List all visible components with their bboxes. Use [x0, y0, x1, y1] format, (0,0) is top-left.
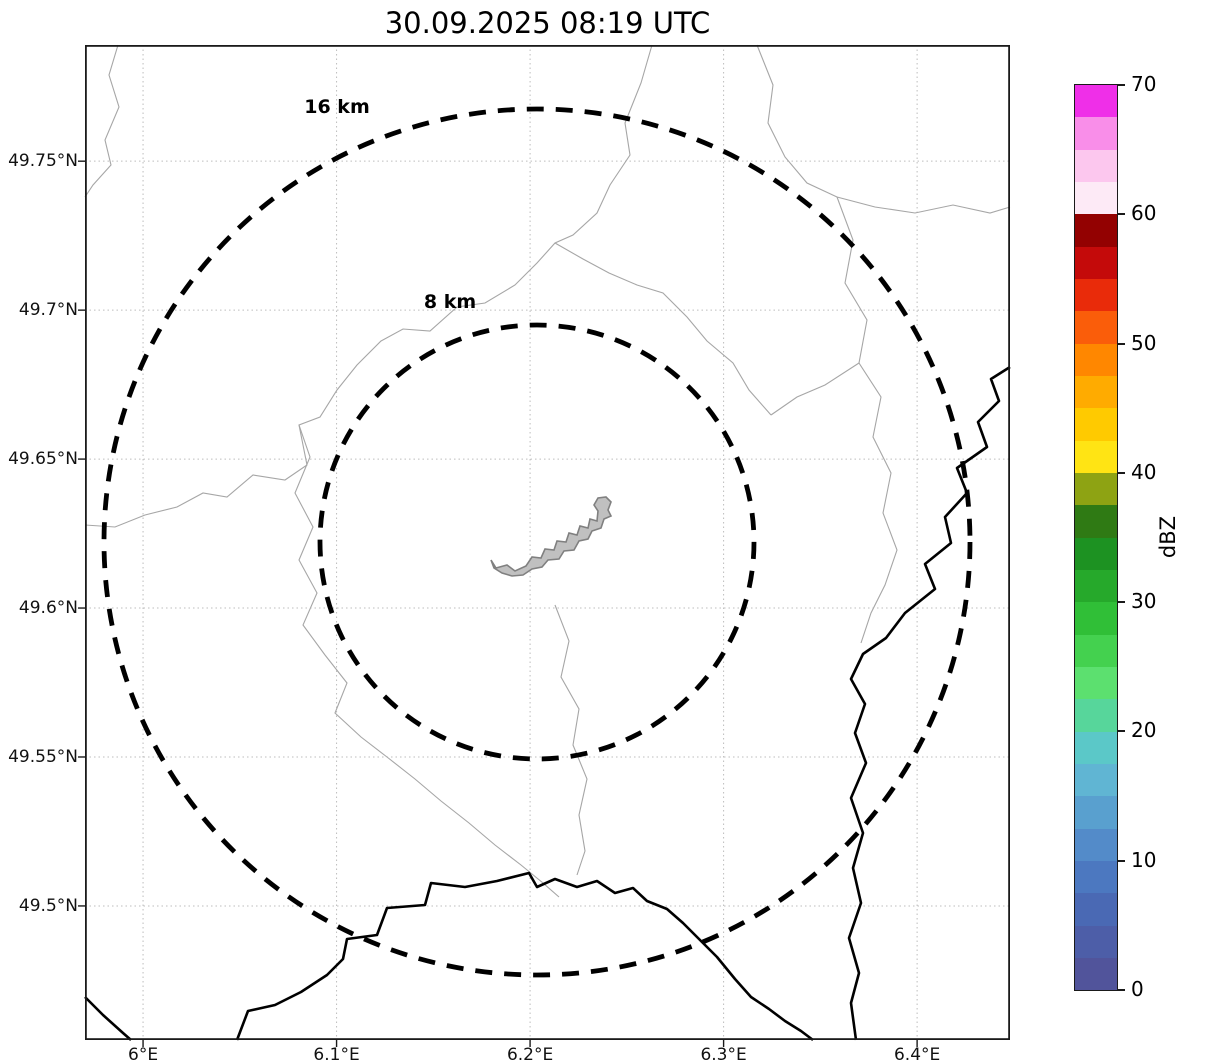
x-tick-label: 6°E [128, 1045, 159, 1064]
colorbar-segment [1075, 666, 1117, 700]
range-ring-16km [101, 106, 973, 978]
colorbar-segment [1075, 731, 1117, 764]
y-tick-label: 49.65°N [8, 449, 78, 470]
colorbar-tick-label: 30 [1131, 589, 1157, 614]
colorbar-segment [1075, 634, 1117, 667]
boundary-line-main [84, 44, 653, 528]
colorbar-segment [1075, 860, 1117, 894]
boundary-line-topleft [84, 44, 120, 198]
colorbar-tick-label: 0 [1131, 977, 1144, 1001]
range-ring-8km [317, 322, 757, 762]
colorbar-segment [1075, 117, 1117, 150]
colorbar-tick-label: 50 [1131, 330, 1157, 355]
x-tick-label: 6.1°E [313, 1045, 360, 1064]
boundary-line-east [836, 196, 898, 644]
colorbar-segment [1075, 278, 1117, 312]
range-ring-8km-label: 8 km [424, 291, 476, 313]
colorbar-segment [1075, 925, 1117, 958]
colorbar-segment [1075, 440, 1117, 473]
colorbar-segment [1075, 569, 1117, 603]
colorbar-segment [1075, 472, 1117, 506]
colorbar-segment [1075, 311, 1117, 344]
colorbar-segment [1075, 214, 1117, 247]
colorbar-axis-label: dBZ [1156, 515, 1180, 559]
colorbar-segment [1075, 957, 1117, 991]
colorbar-tickmark [1118, 601, 1125, 604]
grid-overlay [85, 45, 1010, 1040]
colorbar-tick-label: 10 [1131, 847, 1157, 872]
colorbar-segment [1075, 796, 1117, 829]
colorbar-tickmark [1118, 730, 1125, 733]
country-border-south [235, 871, 814, 1042]
colorbar-tickmark [1118, 989, 1125, 991]
city-area-shape [490, 496, 613, 577]
colorbar-tick-label: 70 [1131, 72, 1157, 96]
colorbar-segment [1075, 149, 1117, 182]
y-tick-label: 49.5°N [18, 895, 78, 916]
colorbar-segment [1075, 893, 1117, 926]
colorbar-segment [1075, 699, 1117, 732]
colorbar-segment [1075, 343, 1117, 376]
river-border-east [847, 365, 1011, 1041]
colorbar-tickmark [1118, 342, 1125, 345]
colorbar-tickmark [1118, 213, 1125, 216]
boundary-line-connector [770, 362, 860, 416]
y-tick-label: 49.75°N [8, 151, 78, 172]
plot-title: 30.09.2025 08:19 UTC [384, 6, 711, 40]
colorbar-tickmark [1118, 84, 1125, 86]
y-tick-label: 49.55°N [8, 746, 78, 767]
colorbar-tick-label: 20 [1131, 718, 1157, 743]
boundary-line-center-south [554, 604, 588, 876]
colorbar-segment [1075, 85, 1117, 118]
y-tick-label: 49.6°N [18, 598, 78, 619]
x-tick-label: 6.4°E [893, 1045, 941, 1064]
colorbar-tickmark [1118, 859, 1125, 862]
x-tick-label: 6.3°E [700, 1045, 747, 1064]
colorbar-tickmark [1118, 471, 1125, 474]
axis-tickmarks [78, 160, 918, 1047]
colorbar-segment [1075, 537, 1117, 570]
admin-boundary-lines [84, 44, 1011, 898]
colorbar-segment [1075, 408, 1117, 441]
colorbar-segment [1075, 828, 1117, 861]
country-border-lines [84, 365, 1011, 1042]
boundary-line-southwest [294, 424, 560, 898]
colorbar-segment [1075, 246, 1117, 279]
country-border-southwest-corner [84, 996, 132, 1041]
colorbar-segment [1075, 602, 1117, 635]
colorbar-segment [1075, 181, 1117, 215]
colorbar-segment [1075, 505, 1117, 538]
radar-map-plot: 16 km 8 km [78, 44, 1011, 1047]
colorbar-segment [1075, 763, 1117, 797]
x-tick-label: 6.2°E [506, 1045, 554, 1064]
colorbar-tick-label: 60 [1131, 201, 1157, 226]
colorbar-tick-label: 40 [1131, 459, 1157, 484]
colorbar [1074, 84, 1118, 991]
colorbar-segment [1075, 375, 1117, 409]
y-tick-label: 49.7°N [18, 300, 78, 321]
plot-frame [84, 44, 1011, 1041]
range-ring-16km-label: 16 km [304, 96, 370, 118]
boundary-line-topright [756, 44, 1011, 214]
boundary-line-branch-east [554, 242, 772, 416]
map-canvas: 16 km 8 km [78, 44, 1011, 1047]
